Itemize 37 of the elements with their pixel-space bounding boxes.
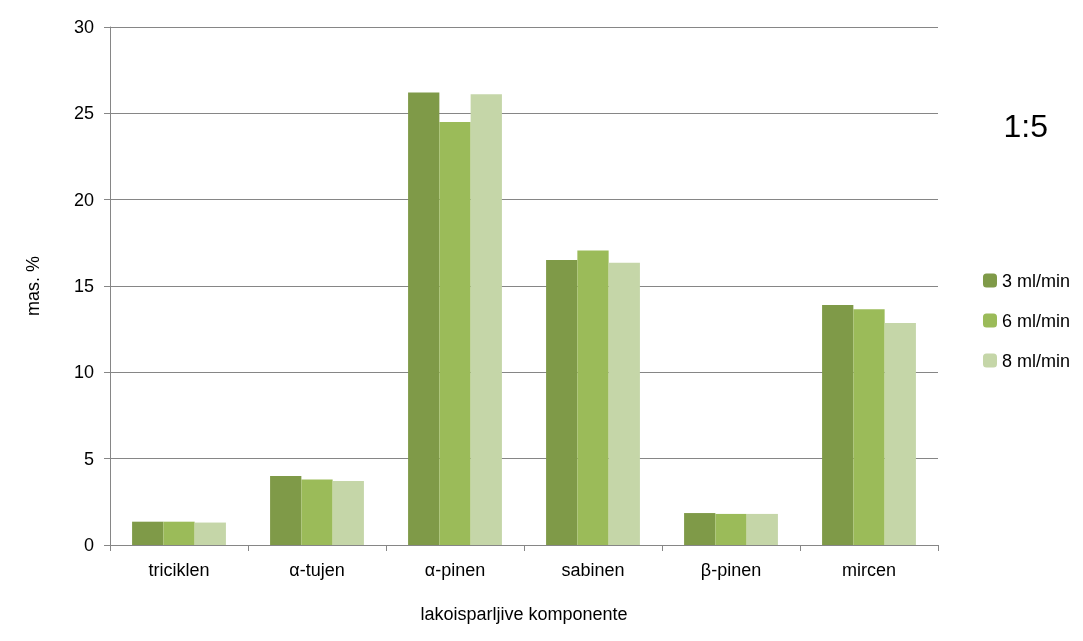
bar (853, 309, 885, 545)
bar (163, 521, 195, 545)
text: 1:5 (1003, 108, 1048, 144)
x-tick-label: α-pinen (424, 560, 486, 580)
y-tick-label: 0 (83, 535, 94, 555)
y-tick-label: 5 (83, 448, 94, 469)
bar (884, 323, 916, 545)
bar (301, 479, 333, 545)
bar (715, 513, 747, 545)
bar (684, 513, 716, 545)
x-tick-label: sabinen (561, 560, 625, 580)
x-tick-label: mircen (841, 560, 897, 580)
x-tick-label: α-tujen (289, 560, 345, 580)
legend-label: 6 ml/min (1001, 310, 1071, 331)
bar (577, 250, 609, 545)
legend-label: 3 ml/min (1001, 270, 1071, 291)
legend-label: 8 ml/min (1001, 350, 1071, 371)
y-axis-title: mas. % (23, 255, 43, 317)
x-tick-label: β-pinen (700, 560, 762, 580)
bar (470, 94, 502, 545)
x-axis-title: lakoisparljive komponente (420, 604, 628, 624)
bar (439, 121, 471, 545)
y-tick-label: 15 (73, 276, 94, 296)
bar (546, 260, 578, 545)
bar (270, 475, 302, 545)
bar (608, 262, 640, 545)
y-tick-label: 30 (73, 17, 94, 37)
x-tick-label: triciklen (148, 560, 210, 580)
y-tick-label: 25 (73, 103, 94, 124)
bar (408, 92, 440, 545)
bar (132, 521, 164, 545)
bar (332, 481, 364, 545)
y-tick-label: 20 (73, 189, 94, 210)
bar (746, 513, 778, 545)
bar (194, 522, 226, 545)
bar (822, 304, 854, 545)
y-tick-label: 10 (73, 362, 94, 383)
